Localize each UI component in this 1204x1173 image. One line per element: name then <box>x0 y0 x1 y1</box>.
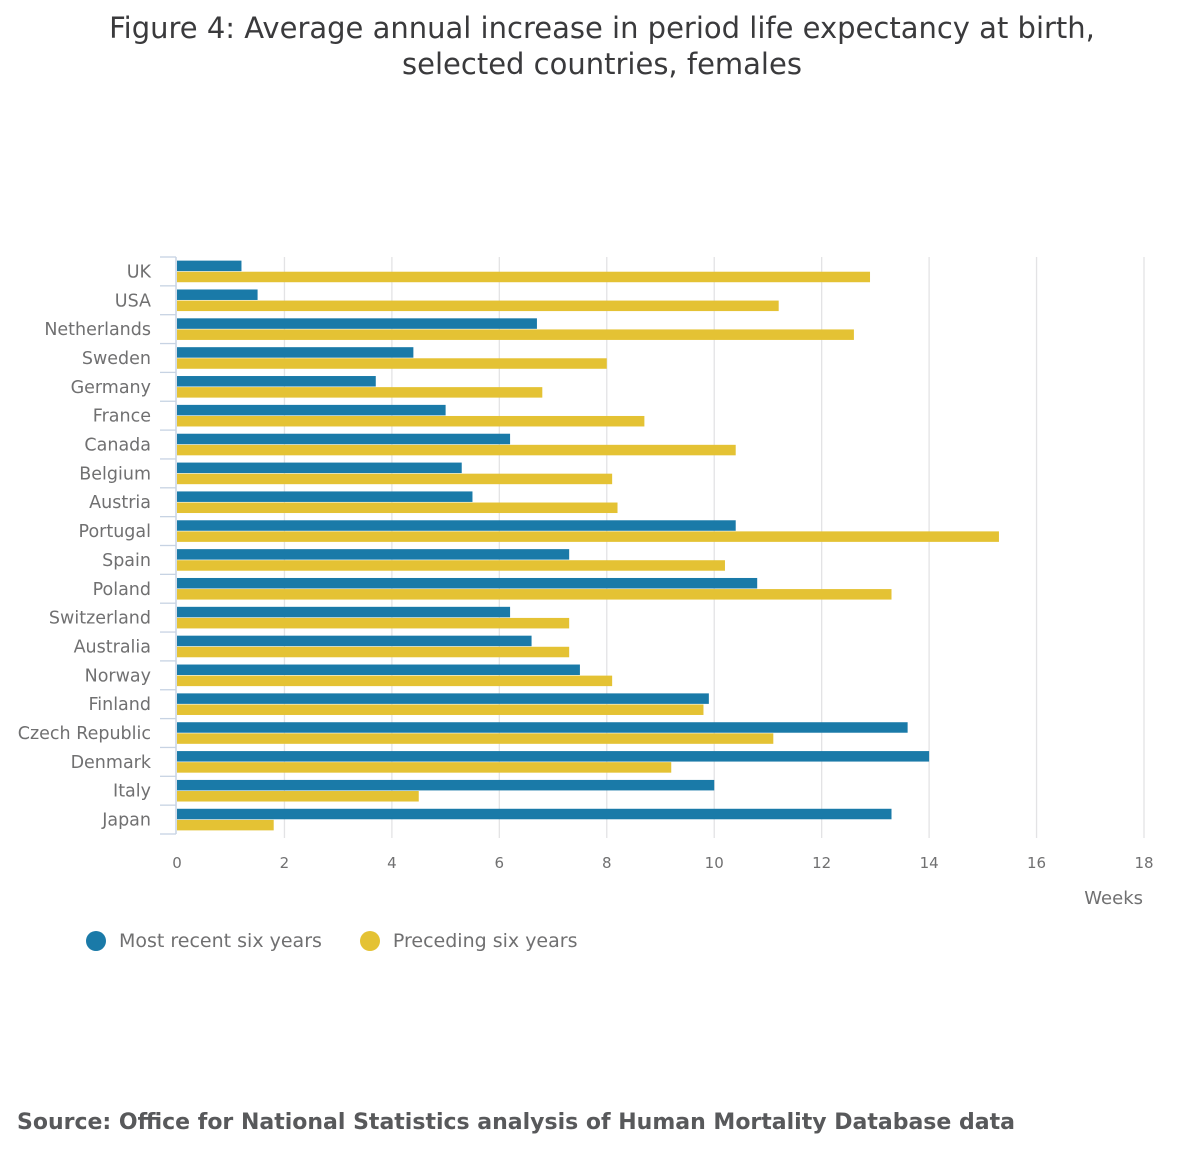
category-label: Italy <box>113 782 151 802</box>
bars <box>177 260 999 831</box>
x-axis-title: Weeks <box>1084 888 1143 909</box>
bar-preceding <box>177 300 779 312</box>
category-label: Czech Republic <box>18 724 151 744</box>
category-label: Spain <box>102 551 151 571</box>
category-label: Sweden <box>82 349 151 369</box>
bar-most-recent <box>177 549 570 560</box>
category-label: Portugal <box>79 522 151 542</box>
chart-title-line-2: selected countries, females <box>402 47 802 81</box>
x-tick-label: 10 <box>705 854 724 872</box>
x-tick-label: 12 <box>812 854 831 872</box>
bar-most-recent <box>177 347 414 358</box>
legend: Most recent six years Preceding six year… <box>86 930 615 952</box>
category-label: Netherlands <box>44 320 151 340</box>
bar-preceding <box>177 791 419 802</box>
bar-preceding <box>177 387 543 398</box>
bar-preceding <box>177 704 704 715</box>
bar-preceding <box>177 560 725 571</box>
category-label: Belgium <box>79 464 151 484</box>
category-label: Canada <box>84 436 151 456</box>
legend-dot-most-recent <box>86 931 106 951</box>
category-label: Poland <box>93 580 151 600</box>
x-tick-label: 2 <box>280 854 290 872</box>
category-label: USA <box>115 291 151 311</box>
category-label: Norway <box>85 666 151 686</box>
legend-item-most-recent[interactable]: Most recent six years <box>86 930 322 952</box>
bar-most-recent <box>177 318 537 329</box>
bar-most-recent <box>177 751 930 762</box>
bar-most-recent <box>177 577 758 589</box>
bar-preceding <box>177 646 570 658</box>
bar-most-recent <box>177 722 908 733</box>
bar-chart: UK USA Netherlands Sweden Germany France Canad… <box>18 256 1154 909</box>
bar-preceding <box>177 733 774 744</box>
chart-title: Figure 4: Average annual increase in per… <box>0 10 1204 82</box>
bar-preceding <box>177 531 999 542</box>
bar-preceding <box>177 762 672 773</box>
x-tick-labels: 0 2 4 6 8 10 12 14 16 18 <box>172 854 1153 872</box>
category-label: UK <box>127 262 152 282</box>
bar-preceding <box>177 675 613 687</box>
bar-preceding <box>177 819 274 831</box>
x-tick-label: 0 <box>172 854 182 872</box>
bar-preceding <box>177 444 736 456</box>
x-tick-label: 18 <box>1134 854 1153 872</box>
bar-preceding <box>177 473 613 485</box>
x-tick-label: 14 <box>920 854 939 872</box>
bar-preceding <box>177 502 618 514</box>
source-note: Source: Office for National Statistics a… <box>17 1110 1015 1135</box>
x-tick-label: 6 <box>495 854 505 872</box>
bar-most-recent <box>177 433 511 445</box>
x-tick-label: 16 <box>1027 854 1046 872</box>
category-label: Germany <box>71 378 151 398</box>
bar-most-recent <box>177 779 715 791</box>
x-tick-label: 4 <box>387 854 397 872</box>
category-label: Australia <box>74 637 151 657</box>
bar-most-recent <box>177 635 532 647</box>
bar-most-recent <box>177 606 511 618</box>
bar-preceding <box>177 617 570 629</box>
legend-dot-preceding <box>359 931 380 951</box>
category-label: Switzerland <box>49 609 151 629</box>
category-axis <box>160 256 177 835</box>
bar-preceding <box>177 329 854 340</box>
bar-most-recent <box>177 693 709 704</box>
category-label: Finland <box>88 695 151 715</box>
category-label: Japan <box>101 811 151 831</box>
bar-preceding <box>177 589 892 600</box>
bar-most-recent <box>177 376 376 387</box>
bar-most-recent <box>177 808 892 820</box>
x-tick-label: 8 <box>602 854 612 872</box>
bar-most-recent <box>177 520 736 531</box>
bar-most-recent <box>177 462 462 474</box>
gridlines <box>283 257 1145 838</box>
bar-most-recent <box>177 664 580 676</box>
bar-most-recent <box>177 260 242 272</box>
legend-label-preceding: Preceding six years <box>392 930 578 952</box>
bar-most-recent <box>177 404 446 416</box>
category-label: France <box>93 407 151 427</box>
bar-most-recent <box>177 491 473 502</box>
legend-item-preceding[interactable]: Preceding six years <box>359 930 578 952</box>
category-label: Austria <box>89 493 151 513</box>
bar-preceding <box>177 271 871 283</box>
category-labels: UK USA Netherlands Sweden Germany France Canad… <box>18 262 152 830</box>
bar-most-recent <box>177 289 258 300</box>
bar-preceding <box>177 358 607 369</box>
bar-preceding <box>177 415 645 427</box>
category-label: Denmark <box>71 753 152 773</box>
legend-label-most-recent: Most recent six years <box>119 930 322 952</box>
chart-title-line-1: Figure 4: Average annual increase in per… <box>109 11 1095 45</box>
